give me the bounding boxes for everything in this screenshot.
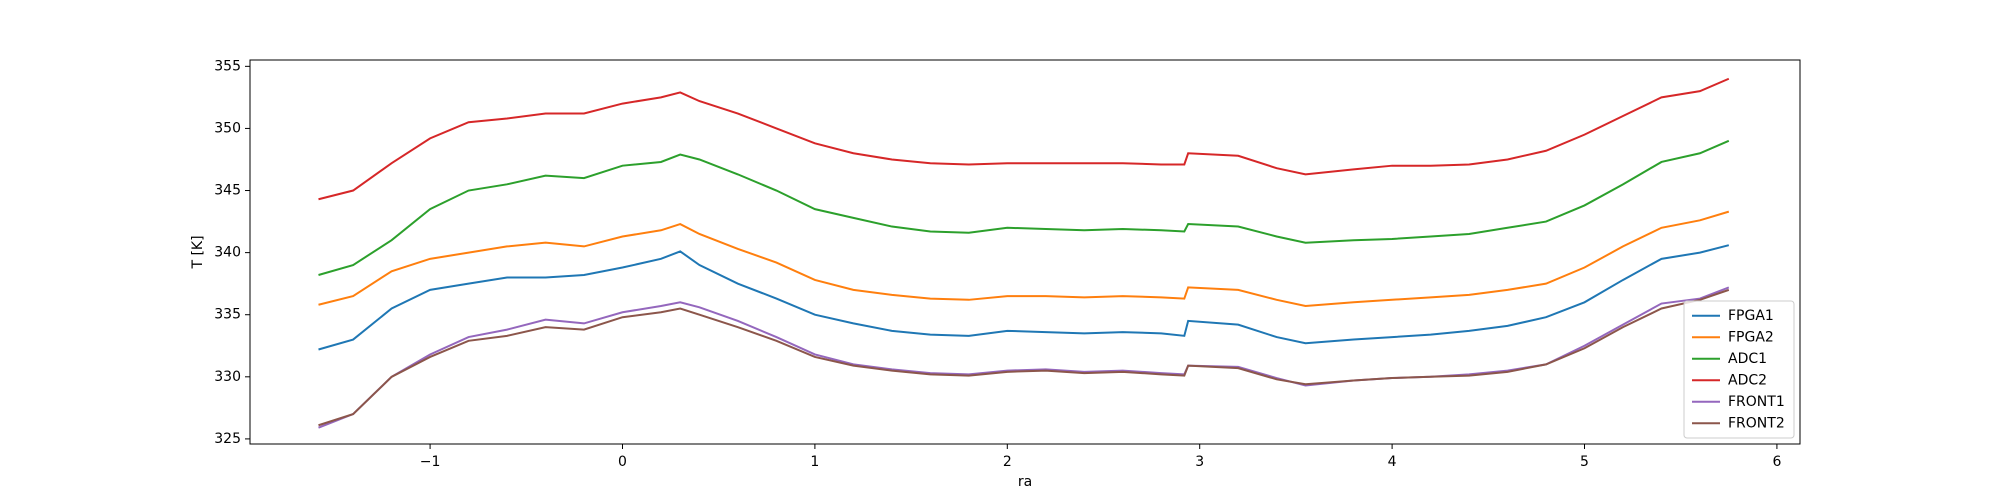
y-tick-label: 345 (214, 183, 241, 199)
y-tick-label: 350 (214, 120, 241, 136)
x-axis-label: ra (1018, 474, 1032, 490)
legend-box (1683, 300, 1795, 439)
y-tick-label: 355 (214, 58, 241, 74)
series-line (318, 77, 1730, 201)
legend-label: FRONT2 (1728, 415, 1785, 431)
x-tick-label: 5 (1580, 454, 1589, 470)
legend-label: FPGA1 (1728, 308, 1774, 324)
x-tick-label: 1 (810, 454, 819, 470)
legend-label: FPGA2 (1728, 329, 1774, 345)
series-line (318, 210, 1730, 308)
x-tick-label: 6 (1772, 454, 1781, 470)
x-tick-label: 0 (618, 454, 627, 470)
y-tick-label: 340 (214, 245, 241, 261)
x-tick-label: 4 (1388, 454, 1397, 470)
x-tick-label: 2 (1003, 454, 1012, 470)
y-axis-label: T [K] (190, 235, 206, 269)
y-tick-label: 325 (214, 431, 241, 447)
series-line (318, 244, 1730, 351)
x-tick-label: 3 (1195, 454, 1204, 470)
legend-label: ADC2 (1728, 372, 1767, 388)
series-line (318, 286, 1730, 429)
series-line (318, 139, 1730, 276)
legend-label: FRONT1 (1728, 394, 1785, 410)
x-tick-label: −1 (420, 454, 441, 470)
legend-label: ADC1 (1728, 351, 1767, 367)
series-line (318, 288, 1730, 427)
y-tick-label: 330 (214, 369, 241, 385)
plot-frame (249, 59, 1801, 445)
y-tick-label: 335 (214, 307, 241, 323)
